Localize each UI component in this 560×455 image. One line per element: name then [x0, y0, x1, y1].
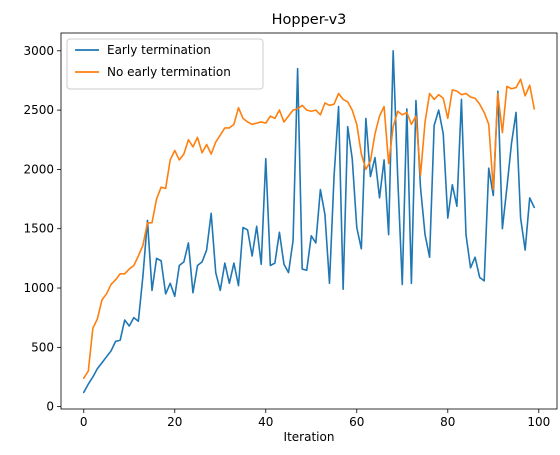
chart-title: Hopper-v3	[272, 12, 347, 28]
y-tick-label-1500: 1500	[23, 222, 54, 236]
x-tick-label-60: 60	[349, 415, 364, 429]
y-tick-label-2000: 2000	[23, 162, 54, 176]
y-tick-label-0: 0	[46, 400, 54, 414]
y-tick-label-3000: 3000	[23, 44, 54, 58]
x-tick-label-0: 0	[80, 415, 88, 429]
series-line-early-termination	[82, 49, 536, 394]
series-layer	[82, 49, 536, 394]
plot-frame	[60, 32, 558, 410]
legend-box	[66, 38, 264, 90]
x-axis: 0 20 40 60 80 100	[80, 409, 550, 429]
x-axis-label: Iteration	[284, 430, 335, 444]
x-tick-label-100: 100	[527, 415, 550, 429]
legend: Early termination No early termination	[66, 38, 264, 90]
y-tick-label-2500: 2500	[23, 103, 54, 117]
legend-label-early-termination: Early termination	[107, 43, 211, 57]
x-tick-label-20: 20	[167, 415, 182, 429]
y-tick-label-500: 500	[31, 340, 54, 354]
x-tick-label-40: 40	[258, 415, 273, 429]
legend-label-no-early-termination: No early termination	[107, 65, 231, 79]
y-axis: 0 500 1000 1500 2000 2500 3000	[23, 44, 61, 414]
x-tick-label-80: 80	[440, 415, 455, 429]
series-line-no-early-termination	[82, 78, 536, 379]
y-tick-label-1000: 1000	[23, 281, 54, 295]
